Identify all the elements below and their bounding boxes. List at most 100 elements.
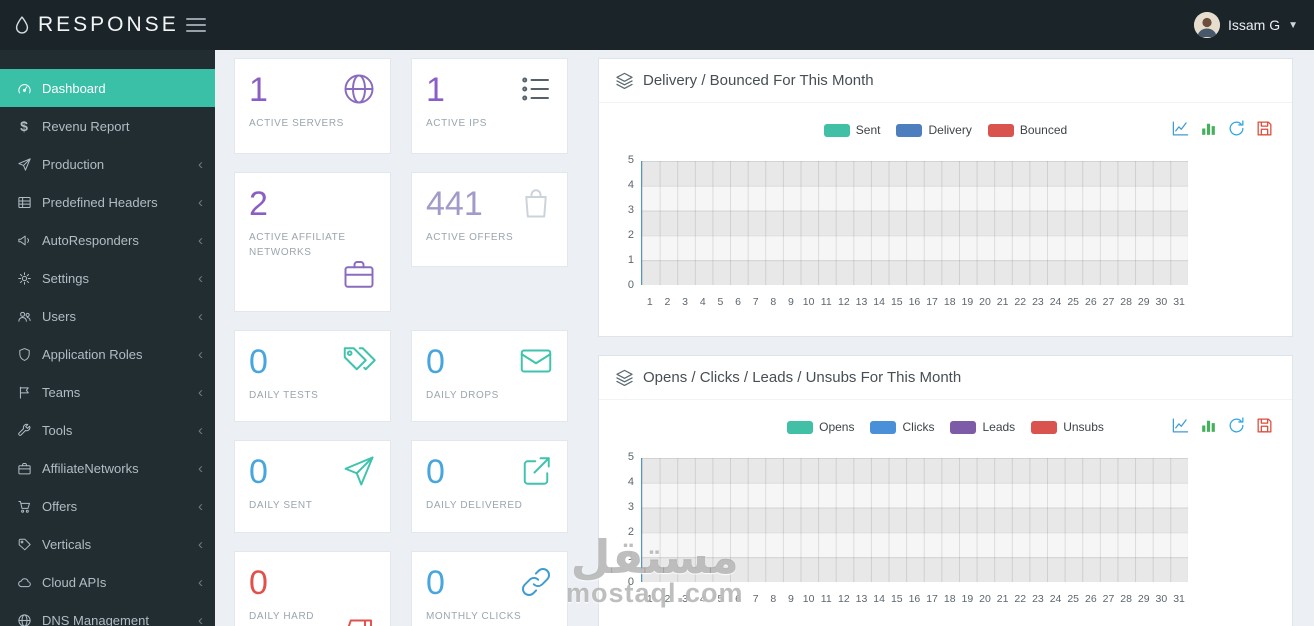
- chart-plot: [641, 161, 1188, 285]
- legend-item: Bounced: [987, 123, 1067, 137]
- dashboard-icon: [15, 81, 33, 96]
- tick-label: 15: [890, 296, 903, 308]
- tick-label: 14: [873, 296, 885, 308]
- table-icon: [15, 195, 33, 210]
- stat-value: 1: [426, 71, 445, 109]
- sidebar-item-users[interactable]: Users ‹: [0, 297, 215, 335]
- tick-label: 1: [627, 551, 634, 563]
- line-chart-icon[interactable]: [1171, 416, 1190, 435]
- tick-label: 30: [1155, 593, 1168, 605]
- tick-label: 0: [627, 279, 634, 291]
- chevron-left-icon: ‹: [198, 421, 203, 439]
- tick-label: 4: [627, 179, 634, 191]
- chevron-left-icon: ‹: [198, 535, 203, 553]
- tick-label: 5: [627, 154, 634, 166]
- tick-label: 5: [627, 451, 634, 463]
- sidebar-item-dashboard[interactable]: Dashboard: [0, 69, 215, 107]
- sidebar-item-predefined-headers[interactable]: Predefined Headers ‹: [0, 183, 215, 221]
- legend-item: Opens: [787, 420, 854, 434]
- tick-label: 25: [1067, 296, 1080, 308]
- tick-label: 2: [664, 593, 671, 605]
- flag-icon: [15, 385, 33, 400]
- brand-text: RESPONSE: [38, 13, 179, 36]
- chevron-left-icon: ‹: [198, 611, 203, 626]
- tick-label: 23: [1032, 593, 1044, 605]
- bar-chart-icon[interactable]: [1199, 119, 1218, 138]
- legend-item: Clicks: [870, 420, 934, 434]
- chart-legend: Sent Delivery Bounced: [615, 123, 1276, 137]
- line-chart-icon[interactable]: [1171, 119, 1190, 138]
- tick-label: 20: [979, 593, 991, 605]
- sidebar-item-production[interactable]: Production ‹: [0, 145, 215, 183]
- tick-label: 6: [735, 593, 741, 605]
- x-axis: 1 2 3 4 5 6 7 8 9 10 11 12 13 14 15 16 17 18 19 20 21 22 23 24 2…: [641, 593, 1188, 605]
- sidebar-item-settings[interactable]: Settings ‹: [0, 259, 215, 297]
- refresh-icon[interactable]: [1227, 416, 1246, 435]
- save-icon[interactable]: [1255, 119, 1274, 138]
- tick-label: 23: [1032, 296, 1044, 308]
- sidebar-item-autoresponders[interactable]: AutoResponders ‹: [0, 221, 215, 259]
- tick-label: 1: [646, 296, 653, 308]
- sidebar-item-revenu-report[interactable]: $ Revenu Report: [0, 107, 215, 145]
- stat-label: DAILY SENT: [249, 500, 313, 512]
- tick-label: 9: [788, 296, 794, 308]
- list-icon: [518, 71, 554, 107]
- chevron-left-icon: ‹: [198, 345, 203, 363]
- sidebar-item-offers[interactable]: Offers ‹: [0, 487, 215, 525]
- sidebar-menu: Dashboard $ Revenu Report Production ‹ P…: [0, 69, 215, 626]
- stat-value: 0: [426, 453, 445, 491]
- save-icon[interactable]: [1255, 416, 1274, 435]
- sidebar-item-verticals[interactable]: Verticals ‹: [0, 525, 215, 563]
- chevron-left-icon: ‹: [198, 231, 203, 249]
- tick-label: 19: [961, 296, 974, 308]
- droplet-icon: [15, 16, 29, 34]
- stat-card-active-servers: 1 ACTIVE SERVERS: [234, 58, 391, 154]
- briefcase-icon: [15, 461, 33, 476]
- external-link-icon: [518, 453, 554, 489]
- sidebar-item-affiliatenetworks[interactable]: AffiliateNetworks ‹: [0, 449, 215, 487]
- sidebar-item-dns-management[interactable]: DNS Management ‹: [0, 601, 215, 626]
- stat-card-daily-drops: 0 DAILY DROPS: [411, 330, 568, 422]
- tick-label: 22: [1014, 296, 1027, 308]
- tick-label: 4: [627, 476, 634, 488]
- tick-label: 2: [627, 526, 634, 538]
- legend-chip: [987, 123, 1014, 137]
- panel-title: Opens / Clicks / Leads / Unsubs For This…: [643, 369, 962, 386]
- stat-label: ACTIVE IPS: [426, 118, 488, 130]
- stat-card-monthly-clicks: 0 MONTHLY CLICKS: [411, 551, 568, 626]
- legend-chip: [896, 123, 923, 137]
- layers-icon: [616, 369, 633, 387]
- stat-card-daily-hard-bounced: 0 DAILY HARD BOUNCED: [234, 551, 391, 626]
- users-icon: [15, 309, 33, 324]
- tick-label: 16: [908, 593, 921, 605]
- envelope-icon: [518, 343, 554, 379]
- user-menu[interactable]: Issam G ▼: [1193, 0, 1298, 50]
- tag-icon: [15, 537, 33, 552]
- main-content: 1 ACTIVE SERVERS 1 ACTIVE IPS 2 ACTIVE A…: [215, 50, 1314, 626]
- sidebar-toggle-icon[interactable]: [186, 15, 206, 35]
- sidebar-item-application-roles[interactable]: Application Roles ‹: [0, 335, 215, 373]
- tick-label: 18: [943, 593, 956, 605]
- tick-label: 13: [855, 593, 868, 605]
- tick-label: 3: [682, 296, 689, 308]
- sidebar: Dashboard $ Revenu Report Production ‹ P…: [0, 50, 215, 626]
- brand-logo[interactable]: RESPONSE: [12, 0, 179, 50]
- sidebar-item-tools[interactable]: Tools ‹: [0, 411, 215, 449]
- tick-label: 27: [1102, 296, 1115, 308]
- cloud-icon: [15, 575, 33, 590]
- x-axis: 1 2 3 4 5 6 7 8 9 10 11 12 13 14 15 16 17 18 19 20 21 22 23 24 2…: [641, 296, 1188, 308]
- user-name: Issam G: [1227, 17, 1281, 33]
- stat-value: 0: [249, 453, 268, 491]
- tags-icon: [341, 343, 377, 379]
- refresh-icon[interactable]: [1227, 119, 1246, 138]
- sidebar-item-teams[interactable]: Teams ‹: [0, 373, 215, 411]
- sidebar-item-cloud-apis[interactable]: Cloud APIs ‹: [0, 563, 215, 601]
- bar-chart-icon[interactable]: [1199, 416, 1218, 435]
- legend-chip: [870, 420, 897, 434]
- tick-label: 10: [802, 296, 815, 308]
- legend-chip: [823, 123, 850, 137]
- stat-value: 0: [249, 564, 268, 602]
- tick-label: 26: [1084, 296, 1097, 308]
